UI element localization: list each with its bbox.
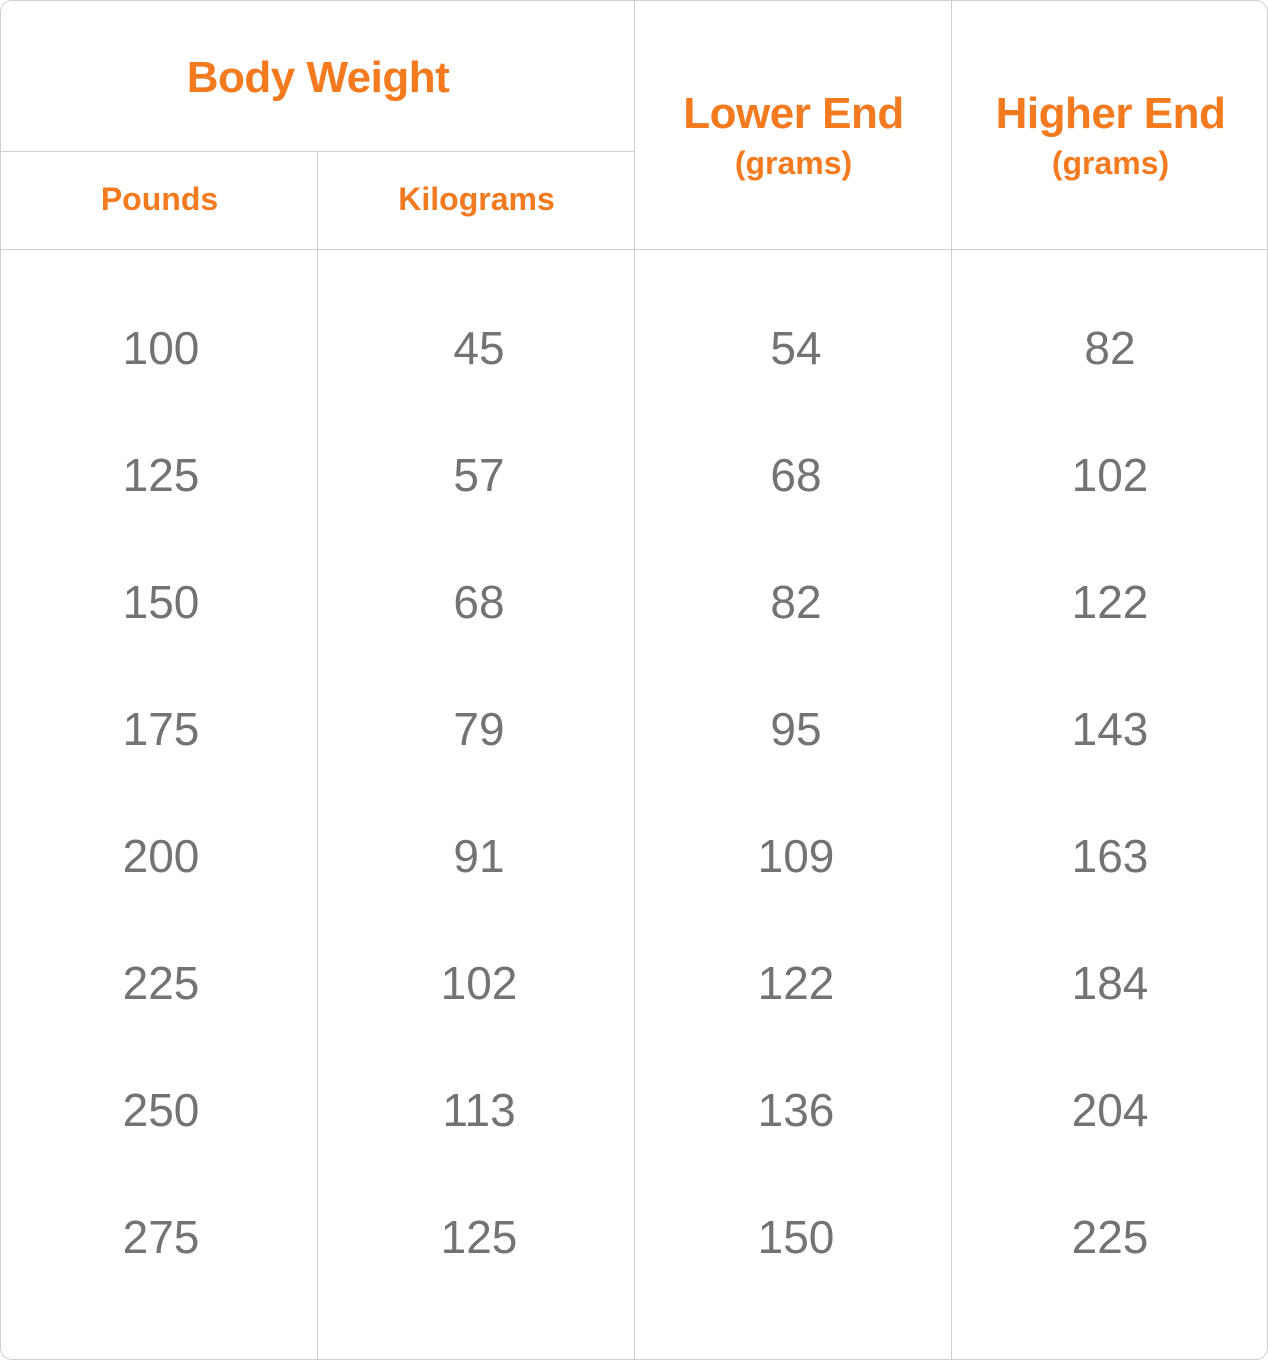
cell-pounds: 225	[122, 957, 200, 1009]
header-bottom-border	[1, 249, 1267, 250]
cell-higher-end: 82	[1084, 322, 1136, 374]
cell-lower-end: 122	[757, 957, 835, 1009]
cell-kilograms: 91	[453, 830, 505, 882]
cell-higher-end: 204	[1071, 1084, 1149, 1136]
cell-pounds: 125	[122, 449, 200, 501]
cell-pounds: 200	[122, 830, 200, 882]
header-higher-end-unit: (grams)	[1051, 145, 1170, 181]
cell-kilograms: 57	[453, 449, 505, 501]
cell-kilograms: 68	[453, 576, 505, 628]
cell-lower-end: 68	[770, 449, 822, 501]
cell-kilograms: 102	[440, 957, 518, 1009]
cell-kilograms: 79	[453, 703, 505, 755]
cell-lower-end: 136	[757, 1084, 835, 1136]
cell-lower-end: 54	[770, 322, 822, 374]
cell-kilograms: 45	[453, 322, 505, 374]
cell-lower-end: 150	[757, 1211, 835, 1263]
cell-higher-end: 163	[1071, 830, 1149, 882]
cell-higher-end: 102	[1071, 449, 1149, 501]
header-subdivider	[1, 151, 635, 152]
cell-pounds: 250	[122, 1084, 200, 1136]
cell-higher-end: 143	[1071, 703, 1149, 755]
cell-kilograms: 125	[440, 1211, 518, 1263]
cell-higher-end: 184	[1071, 957, 1149, 1009]
column-divider	[951, 1, 952, 1359]
header-lower-end-unit: (grams)	[734, 145, 853, 181]
cell-higher-end: 122	[1071, 576, 1149, 628]
cell-pounds: 100	[122, 322, 200, 374]
cell-pounds: 275	[122, 1211, 200, 1263]
header-higher-end: Higher End	[995, 89, 1226, 138]
cell-pounds: 150	[122, 576, 200, 628]
cell-kilograms: 113	[442, 1084, 516, 1136]
column-divider	[317, 151, 318, 1359]
header-lower-end: Lower End	[683, 89, 904, 138]
cell-lower-end: 109	[757, 830, 835, 882]
cell-lower-end: 82	[770, 576, 822, 628]
cell-lower-end: 95	[770, 703, 822, 755]
cell-higher-end: 225	[1071, 1211, 1149, 1263]
column-divider	[634, 1, 635, 1359]
header-pounds: Pounds	[100, 181, 219, 217]
cell-pounds: 175	[122, 703, 200, 755]
header-body-weight: Body Weight	[186, 53, 450, 102]
header-kilograms: Kilograms	[398, 181, 555, 217]
